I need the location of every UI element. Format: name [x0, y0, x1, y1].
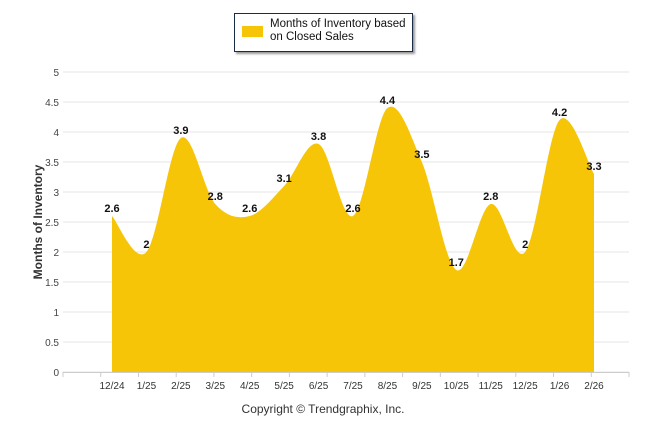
x-tick-label: 1/26 [550, 381, 570, 392]
x-tick-label: 8/25 [378, 381, 398, 392]
y-tick-label: 1.5 [45, 278, 59, 289]
y-tick-label: 3.5 [45, 158, 59, 169]
x-tick-label: 2/25 [171, 381, 191, 392]
legend[interactable]: Months of Inventory based on Closed Sale… [234, 13, 413, 52]
y-tick-label: 4 [53, 128, 59, 139]
data-label: 2.6 [104, 203, 119, 215]
data-label: 2.6 [345, 203, 360, 215]
x-tick-label: 12/25 [513, 381, 538, 392]
data-label: 2 [522, 239, 528, 251]
y-tick-label: 0.5 [45, 338, 59, 349]
data-label: 2 [143, 239, 149, 251]
x-tick-label: 2/26 [584, 381, 604, 392]
x-tick-label: 9/25 [412, 381, 432, 392]
y-tick-label: 5 [53, 68, 59, 79]
copyright: Copyright © Trendgraphix, Inc. [241, 402, 405, 416]
data-label: 3.1 [276, 173, 291, 185]
x-tick-label: 10/25 [444, 381, 469, 392]
x-tick-label: 1/25 [137, 381, 157, 392]
y-tick-label: 0 [53, 368, 59, 379]
x-tick-label: 7/25 [343, 381, 363, 392]
data-label: 2.8 [208, 191, 223, 203]
data-label: 3.3 [586, 161, 601, 173]
area-series [112, 106, 594, 373]
data-label: 2.6 [242, 203, 257, 215]
data-label: 3.5 [414, 149, 429, 161]
y-tick-label: 4.5 [45, 98, 59, 109]
x-tick-label: 11/25 [479, 381, 504, 392]
y-tick-label: 2.5 [45, 218, 59, 229]
y-tick-label: 3 [53, 188, 59, 199]
data-label: 4.2 [552, 107, 567, 119]
x-tick-label: 3/25 [206, 381, 226, 392]
x-tick-label: 12/24 [99, 381, 124, 392]
y-tick-label: 1 [53, 308, 59, 319]
data-label: 3.9 [173, 125, 188, 137]
data-label: 3.8 [311, 131, 326, 143]
x-tick-label: 4/25 [240, 381, 260, 392]
x-tick-label: 5/25 [274, 381, 294, 392]
data-label: 1.7 [449, 257, 464, 269]
legend-label: Months of Inventory based on Closed Sale… [270, 18, 406, 43]
y-axis-title: Months of Inventory [31, 164, 45, 279]
data-label: 2.8 [483, 191, 498, 203]
x-tick-label: 6/25 [309, 381, 329, 392]
y-tick-label: 2 [53, 248, 59, 259]
legend-swatch [242, 26, 263, 37]
data-label: 4.4 [380, 95, 396, 107]
